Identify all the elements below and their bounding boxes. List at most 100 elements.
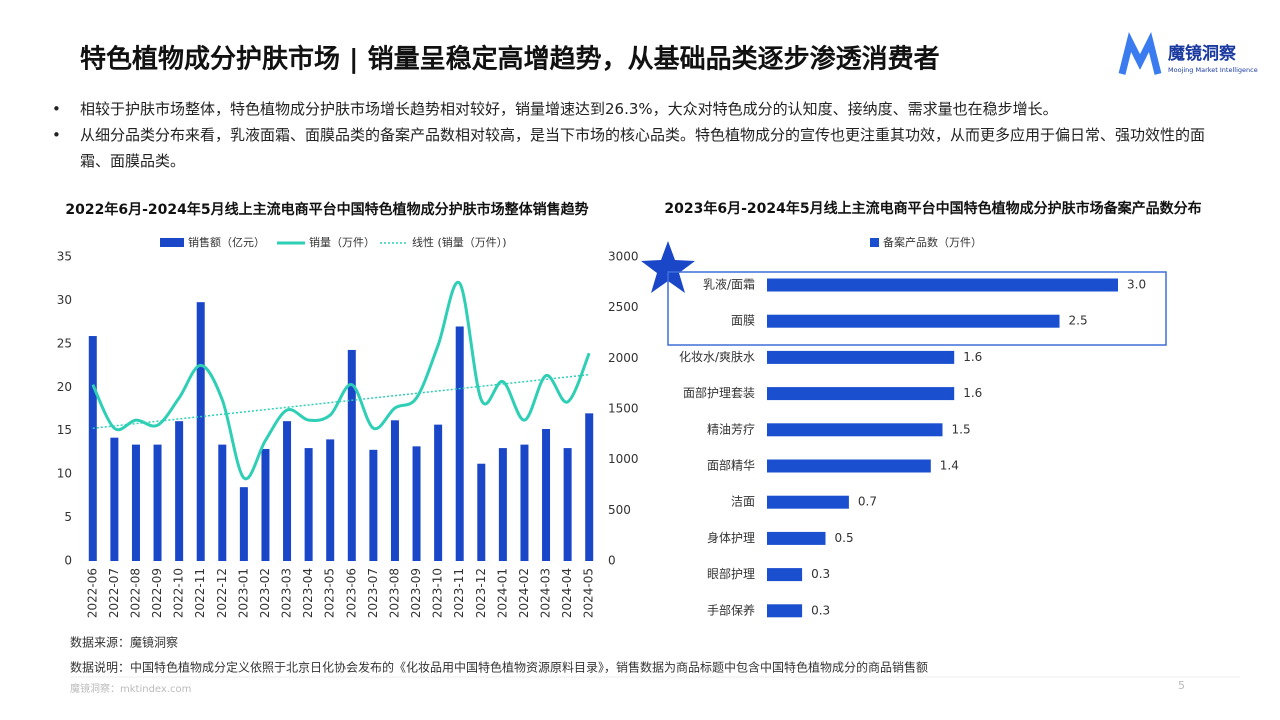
data-label: 3.0 bbox=[1127, 278, 1146, 292]
x-tick-label: 2023-06 bbox=[344, 568, 358, 618]
bar bbox=[239, 487, 248, 561]
legend-label: 销量（万件） bbox=[309, 235, 375, 249]
x-tick-label: 2024-04 bbox=[560, 568, 574, 618]
logo-text: 魔镜洞察 bbox=[1168, 43, 1237, 64]
bar bbox=[542, 428, 551, 561]
line bbox=[91, 280, 591, 481]
bar bbox=[110, 437, 119, 561]
x-tick-label: 2022-10 bbox=[172, 568, 186, 618]
data-label: 1.4 bbox=[940, 459, 959, 473]
y2-tick-label: 1000 bbox=[608, 452, 639, 466]
data-label: 1.5 bbox=[952, 422, 971, 436]
trend-line bbox=[92, 373, 590, 429]
x-tick-label: 2023-04 bbox=[301, 568, 315, 618]
x-tick-label: 2022-12 bbox=[215, 568, 229, 618]
chart-title: 2023年6月-2024年5月线上主流电商平台中国特色植物成分护肤市场备案产品数… bbox=[664, 200, 1201, 217]
x-tick-label: 2023-02 bbox=[258, 568, 272, 618]
bar bbox=[767, 495, 849, 509]
y2-tick-label: 2500 bbox=[608, 300, 639, 314]
bar bbox=[326, 439, 335, 561]
y-tick-label: 眼部护理 bbox=[707, 566, 755, 581]
star-icon bbox=[641, 241, 695, 293]
x-tick-label: 2024-03 bbox=[539, 568, 553, 618]
legend-label: 线性 (销量（万件）) bbox=[412, 235, 507, 249]
y2-tick-label: 3000 bbox=[608, 250, 639, 264]
bar bbox=[498, 448, 507, 561]
bullet: 相较于护肤市场整体，特色植物成分护肤市场增长趋势相对较好，销量增速达到26.3%… bbox=[52, 96, 1232, 122]
x-tick-label: 2022-08 bbox=[128, 568, 142, 618]
bar bbox=[767, 604, 803, 618]
bar bbox=[520, 444, 529, 561]
data-label: 0.7 bbox=[858, 495, 877, 509]
legend-swatch bbox=[870, 238, 879, 247]
x-tick-label: 2023-10 bbox=[431, 568, 445, 618]
bar bbox=[347, 349, 356, 561]
y-tick-label: 手部保养 bbox=[707, 602, 755, 617]
y-tick-label: 洁面 bbox=[731, 495, 755, 509]
y-tick-label: 35 bbox=[57, 250, 72, 264]
x-tick-label: 2024-05 bbox=[582, 568, 596, 618]
x-tick-label: 2023-03 bbox=[280, 568, 294, 618]
bar bbox=[767, 423, 943, 437]
data-label: 2.5 bbox=[1069, 314, 1088, 328]
y-tick-label: 0 bbox=[64, 554, 72, 568]
y2-tick-label: 1500 bbox=[608, 402, 639, 416]
data-label: 1.6 bbox=[963, 350, 982, 364]
source: 数据来源：魔镜洞察 bbox=[70, 635, 178, 650]
y-tick-label: 精油芳疗 bbox=[707, 422, 755, 436]
bar bbox=[767, 387, 955, 401]
page-number: 5 bbox=[1178, 679, 1185, 692]
legend-label: 备案产品数（万件） bbox=[883, 235, 982, 249]
bar bbox=[563, 448, 572, 561]
bar bbox=[369, 449, 378, 561]
y-tick-label: 5 bbox=[64, 510, 72, 524]
x-tick-label: 2022-07 bbox=[107, 568, 121, 618]
bar bbox=[175, 421, 184, 561]
bar bbox=[767, 531, 826, 545]
data-label: 0.5 bbox=[835, 531, 854, 545]
bar bbox=[434, 424, 443, 561]
bar bbox=[477, 463, 486, 561]
y-tick-label: 面膜 bbox=[731, 314, 755, 328]
data-label: 0.3 bbox=[811, 567, 830, 581]
bar bbox=[455, 326, 464, 561]
y-tick-label: 15 bbox=[57, 423, 72, 437]
bar bbox=[585, 413, 594, 561]
site: 魔镜洞察：mktindex.com bbox=[70, 682, 191, 695]
slide-title: 特色植物成分护肤市场 | 销量呈稳定高增趋势，从基础品类逐步渗透消费者 bbox=[80, 44, 940, 75]
x-tick-label: 2022-09 bbox=[150, 568, 164, 618]
bar bbox=[767, 350, 955, 364]
x-tick-label: 2023-09 bbox=[409, 568, 423, 618]
bar bbox=[767, 459, 931, 473]
x-tick-label: 2023-01 bbox=[236, 568, 250, 618]
y-tick-label: 10 bbox=[57, 467, 72, 481]
bar bbox=[88, 336, 97, 561]
y2-tick-label: 0 bbox=[608, 554, 616, 568]
y-tick-label: 乳液/面霜 bbox=[703, 277, 755, 292]
y-tick-label: 20 bbox=[57, 380, 72, 394]
data-label: 1.6 bbox=[963, 386, 982, 400]
logo-icon bbox=[1118, 31, 1162, 75]
bar bbox=[261, 448, 270, 561]
legend-label: 销售额（亿元） bbox=[188, 235, 265, 249]
chart-title: 2022年6月-2024年5月线上主流电商平台中国特色植物成分护肤市场整体销售趋… bbox=[65, 201, 588, 218]
x-tick-label: 2023-05 bbox=[323, 568, 337, 618]
x-tick-label: 2024-01 bbox=[495, 568, 509, 618]
bar bbox=[153, 444, 162, 561]
bar bbox=[218, 444, 227, 561]
data-label: 0.3 bbox=[811, 603, 830, 617]
bar bbox=[283, 421, 292, 561]
x-tick-label: 2023-11 bbox=[452, 568, 466, 618]
x-tick-label: 2022-11 bbox=[193, 568, 207, 618]
x-tick-label: 2024-02 bbox=[517, 568, 531, 618]
bar bbox=[390, 420, 399, 561]
y-tick-label: 身体护理 bbox=[707, 530, 755, 545]
bar bbox=[767, 568, 803, 582]
y2-tick-label: 500 bbox=[608, 503, 631, 517]
logo-sub: Moojing Market Intelligence bbox=[1168, 66, 1258, 74]
legend-swatch bbox=[160, 238, 184, 247]
highlight-box bbox=[667, 271, 1167, 346]
x-tick-label: 2022-06 bbox=[85, 568, 99, 618]
y-tick-label: 25 bbox=[57, 336, 72, 350]
